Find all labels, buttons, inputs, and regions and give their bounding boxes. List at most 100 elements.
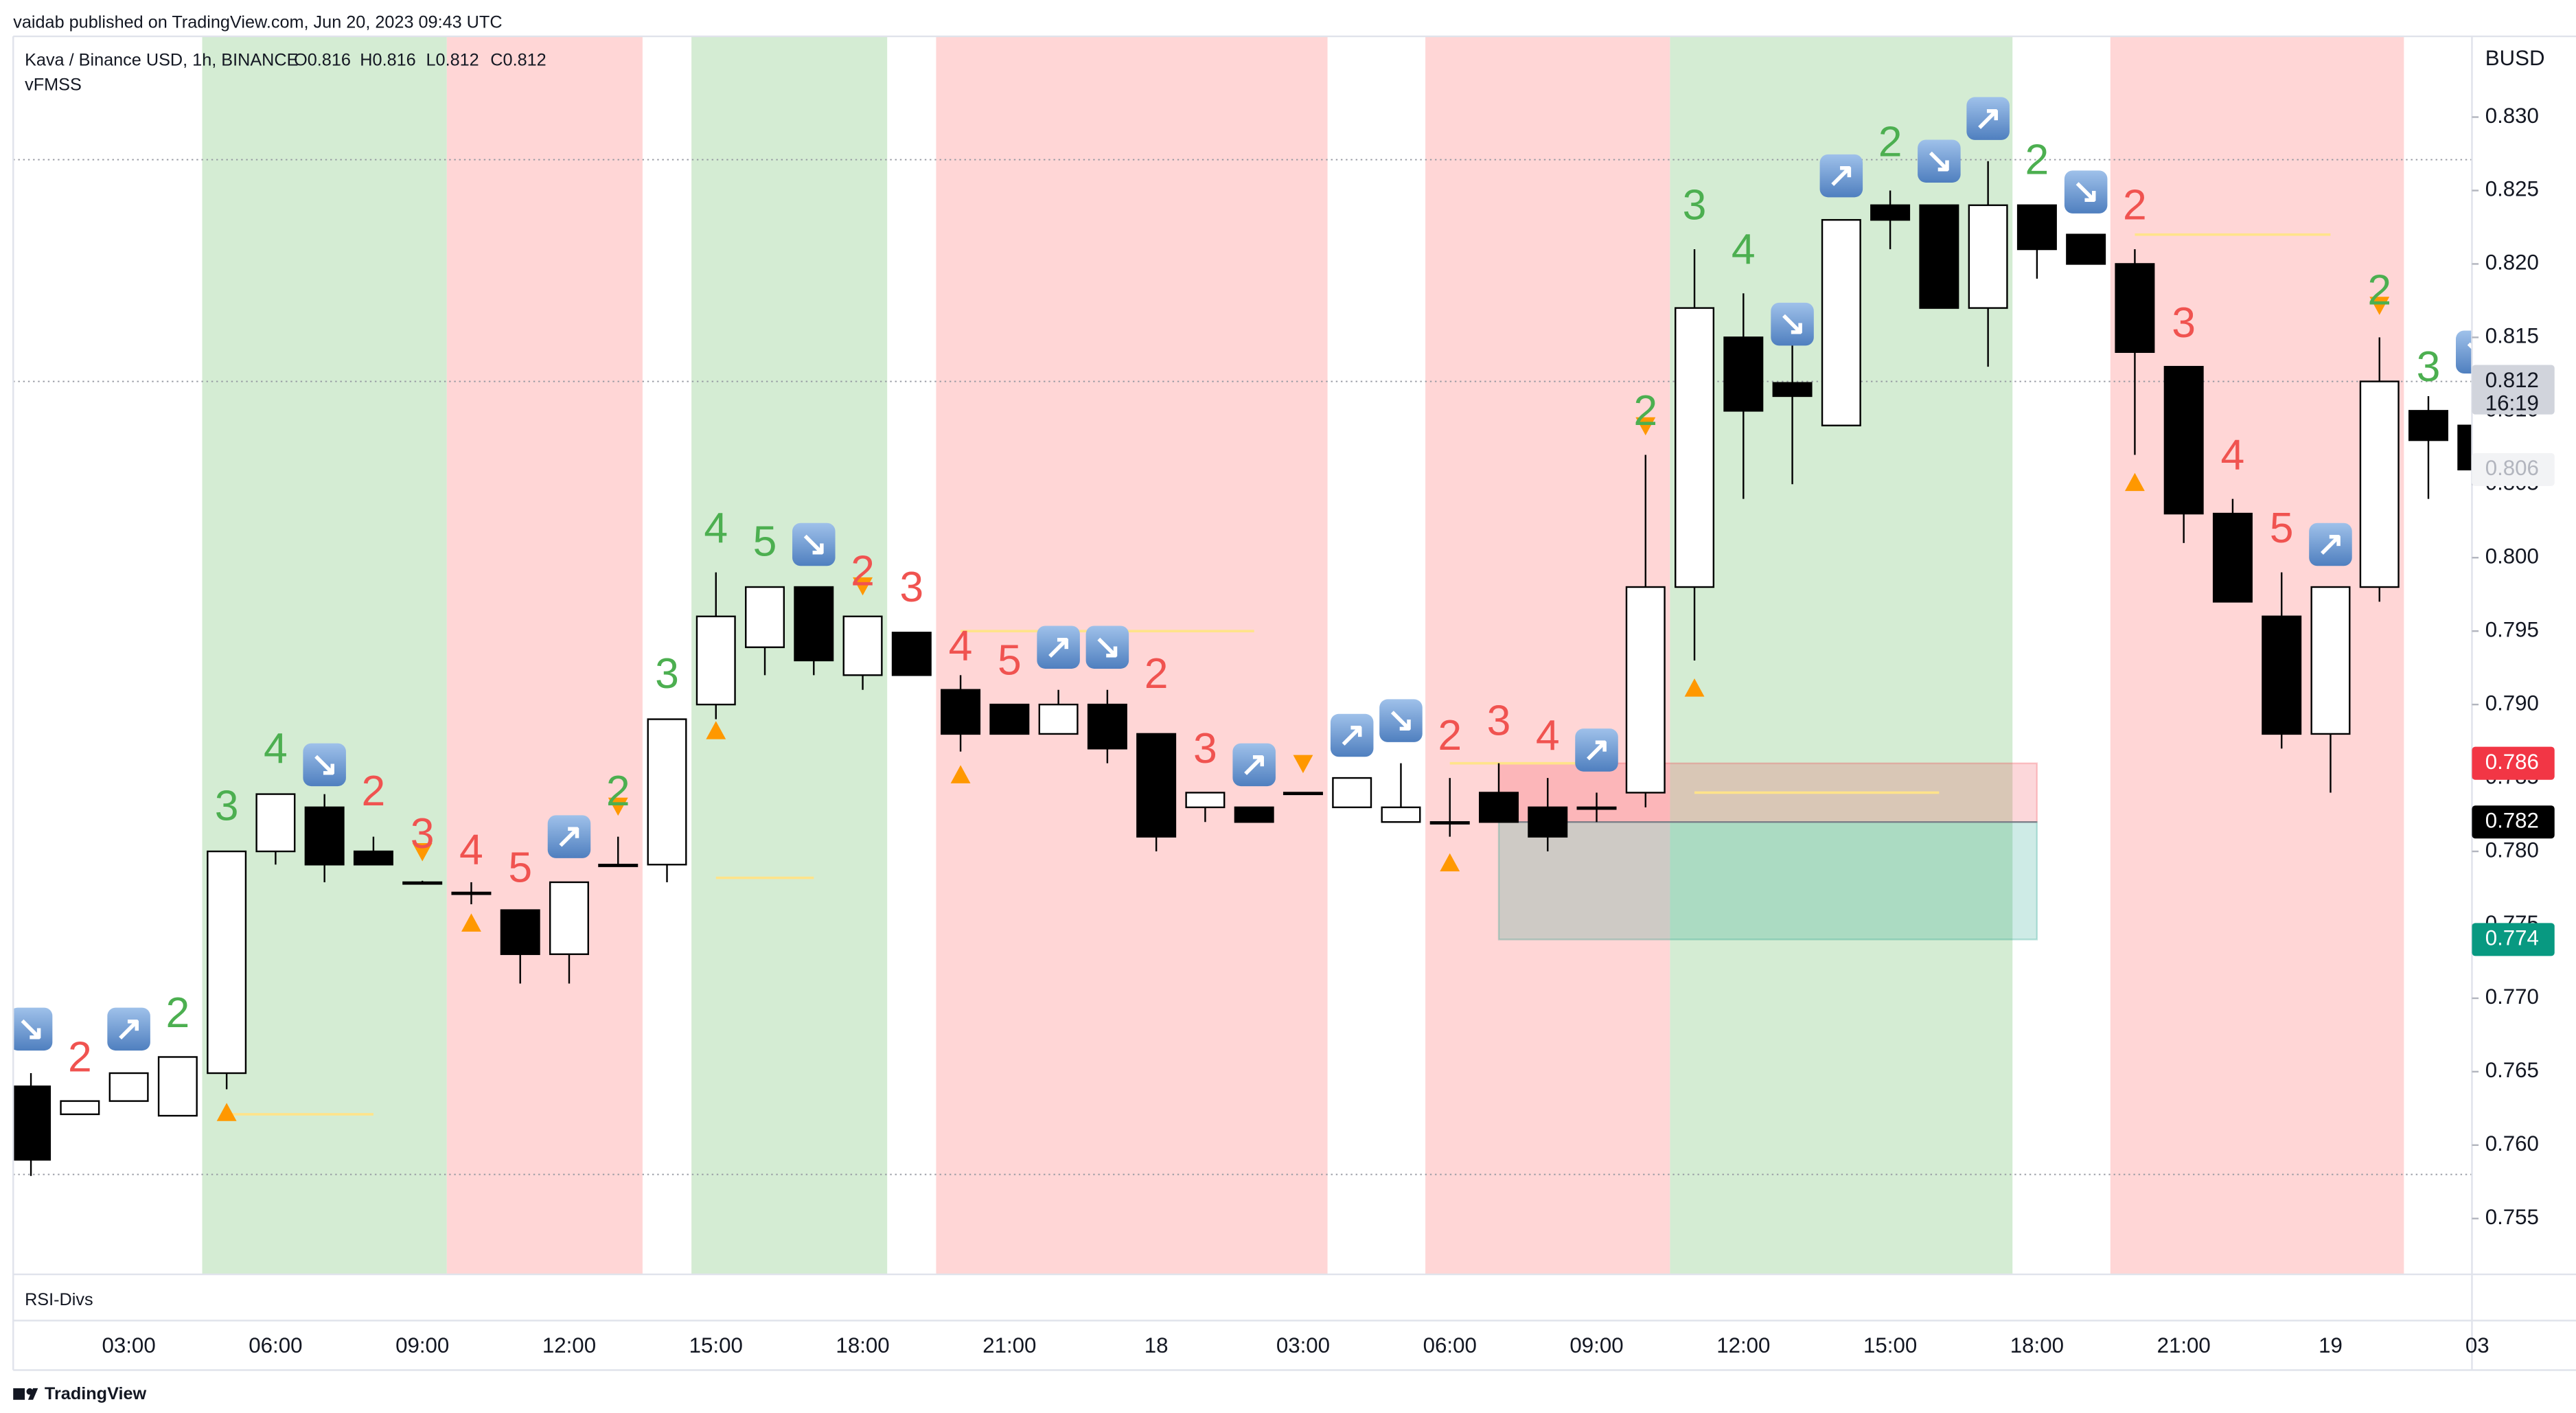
arrow-badge [2309, 522, 2352, 566]
arrow-symbol: ↘ [1925, 142, 1953, 179]
symbol-info: Kava / Binance USD, 1h, BINANCE [25, 51, 298, 70]
candle-body [2163, 365, 2204, 515]
zone [2110, 36, 2404, 1275]
candle-body [2262, 615, 2302, 735]
y-tick-label: 0.760 [2485, 1131, 2539, 1156]
candle-body [549, 881, 589, 955]
y-tick-label: 0.830 [2485, 104, 2539, 128]
pane-name: RSI-Divs [25, 1290, 93, 1309]
candle-body [1185, 792, 1226, 809]
buy-triangle [2124, 472, 2145, 492]
arrow-badge [2456, 330, 2472, 374]
buy-triangle [706, 721, 726, 739]
price-tag [2472, 923, 2555, 956]
candle-body [1528, 806, 1568, 838]
signal-count: 5 [998, 636, 1022, 685]
signal-count: 2 [165, 989, 189, 1037]
buy-triangle [950, 765, 971, 783]
x-tick-label: 18 [1145, 1333, 1169, 1357]
price-tag-label: 0.786 [2485, 750, 2539, 774]
signal-count: 2 [2025, 135, 2049, 183]
y-tick-label: 0.800 [2485, 544, 2539, 568]
candle-body [207, 850, 247, 1075]
candle-body [13, 1085, 51, 1161]
signal-count: 5 [753, 518, 777, 566]
candle-body [1821, 219, 1861, 426]
candle-body [1870, 204, 1911, 221]
ohlc-high: H0.816 [360, 51, 415, 70]
candle-body [794, 586, 834, 662]
arrow-symbol: ↗ [1974, 100, 2001, 137]
signal-count: 2 [851, 547, 875, 595]
x-tick-label: 09:00 [395, 1333, 449, 1357]
candle-body [1478, 792, 1519, 823]
x-tick-label: 09:00 [1569, 1333, 1623, 1357]
buy-triangle [1684, 678, 1705, 697]
candle-body [1576, 806, 1617, 810]
candle-body [1087, 703, 1127, 750]
arrow-badge [13, 1007, 53, 1051]
signal-count: 3 [215, 782, 239, 830]
arrow-symbol: ↗ [555, 818, 583, 855]
x-tick-label: 18:00 [2010, 1333, 2064, 1357]
price-tag [2472, 746, 2555, 780]
candle-body [500, 909, 540, 955]
candle-body [2115, 263, 2155, 353]
signal-count: 3 [1193, 724, 1217, 772]
y-tick-label: 0.755 [2485, 1205, 2539, 1229]
candle-body [1283, 792, 1323, 796]
arrow-symbol: ↗ [1241, 746, 1268, 783]
y-tick-label: 0.795 [2485, 617, 2539, 641]
signal-count: 2 [1145, 650, 1169, 698]
arrow-badge [1918, 139, 1961, 183]
arrow-symbol: ↘ [2072, 173, 2100, 210]
candle-body [2310, 586, 2351, 735]
signal-count: 5 [508, 843, 532, 891]
signal-count: 2 [1633, 387, 1657, 435]
arrow-badge [1819, 154, 1863, 198]
candle-body [1968, 204, 2008, 309]
buy-triangle [461, 913, 481, 932]
arrow-badge [1966, 97, 2010, 140]
zone [202, 36, 447, 1275]
signal-count: 3 [1683, 181, 1707, 229]
y-tick-label: 0.765 [2485, 1058, 2539, 1082]
candle-body [941, 689, 981, 735]
price-tag-label: 0.806 [2485, 456, 2539, 480]
y-tick-label: 0.820 [2485, 251, 2539, 275]
x-tick-label: 06:00 [1423, 1333, 1477, 1357]
signal-count: 2 [2123, 181, 2147, 229]
x-tick-label: 06:00 [249, 1333, 302, 1357]
candle-body [695, 615, 736, 706]
x-tick-label: 03:00 [102, 1333, 155, 1357]
brand-logo [13, 1388, 38, 1400]
signal-count: 3 [2172, 299, 2196, 347]
signal-count: 3 [1487, 696, 1511, 744]
candle-body [2016, 204, 2057, 251]
arrow-badge [2064, 170, 2108, 214]
arrow-symbol: ↗ [2316, 525, 2344, 562]
price-tag [2472, 365, 2555, 415]
arrow-symbol: ↗ [115, 1010, 142, 1047]
y-tick-label: 0.780 [2485, 838, 2539, 862]
signal-count: 2 [68, 1033, 92, 1081]
arrow-symbol: ↗ [1044, 628, 1072, 665]
buy-triangle [216, 1103, 237, 1121]
price-tag-label: 0.812 [2485, 368, 2539, 392]
candle-body [1234, 806, 1274, 823]
candle-body [157, 1056, 198, 1117]
signal-count: 2 [1878, 118, 1902, 166]
x-tick-label: 12:00 [542, 1333, 596, 1357]
price-tag-label: 0.782 [2485, 808, 2539, 832]
arrow-badge [547, 815, 591, 858]
candle-body [1675, 307, 1715, 588]
signal-count: 2 [362, 767, 386, 815]
published-note: vaidab published on TradingView.com, Jun… [13, 12, 502, 32]
sell-triangle [1293, 755, 1313, 774]
signal-count: 3 [411, 809, 435, 858]
arrow-symbol: ↗ [1338, 716, 1366, 753]
arrow-symbol: ↘ [1094, 628, 1121, 665]
